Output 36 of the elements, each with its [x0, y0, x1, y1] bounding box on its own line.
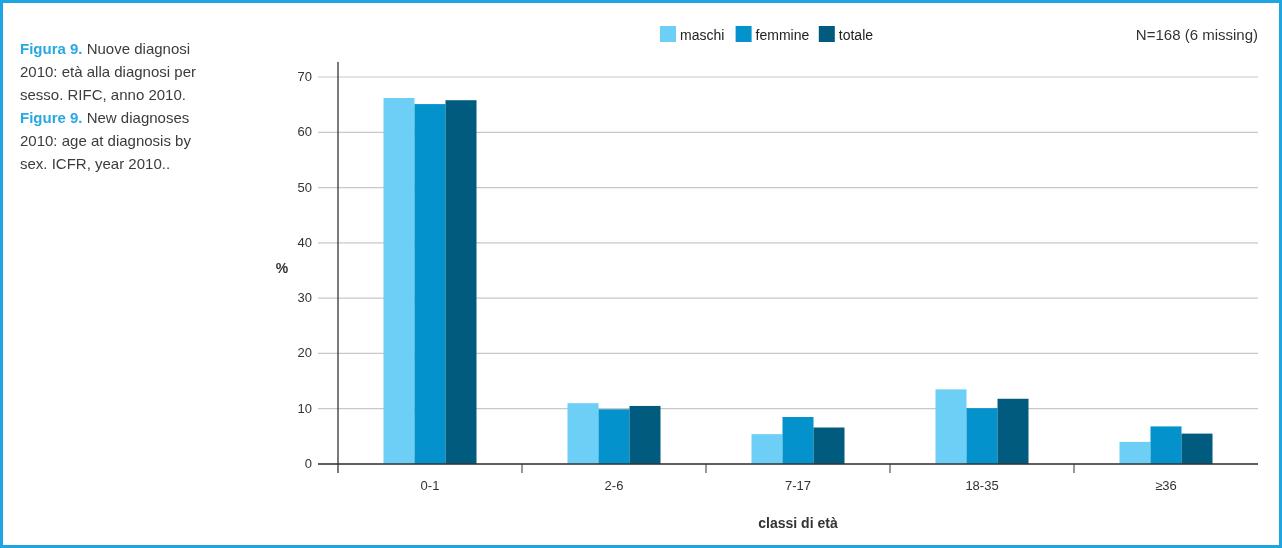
- y-tick-label: 50: [297, 179, 312, 195]
- legend-label: maschi: [680, 27, 725, 43]
- text: Figura 9. Nuove diagnosi 2010: età alla diagnosi per sesso. RIFC, anno 2010.: [20, 40, 196, 103]
- bar: [567, 403, 599, 464]
- y-axis-title: %: [275, 260, 289, 276]
- bar: [935, 389, 967, 464]
- x-tick-label: ≥36: [1155, 478, 1177, 493]
- x-axis-title: classi di età: [758, 515, 838, 531]
- y-tick-label: 60: [297, 124, 312, 140]
- bar: [598, 409, 630, 464]
- text: N=168 (6 missing): [1135, 26, 1258, 43]
- bar: [751, 434, 783, 464]
- x-tick-label: 7-17: [784, 478, 812, 493]
- y-tick-label: 40: [297, 234, 312, 250]
- bar: [1181, 433, 1213, 464]
- x-tick-label: 0-1: [420, 478, 440, 493]
- bar: [813, 427, 845, 464]
- bar: [782, 417, 814, 464]
- text: Figure 9. New diagnoses 2010: age at diagnosis by sex. ICFR, year 2010..: [20, 109, 192, 172]
- bar: [966, 408, 998, 464]
- y-tick-label: 70: [297, 69, 312, 84]
- y-tick-label: 30: [297, 290, 312, 306]
- bar: [414, 104, 446, 464]
- x-tick-label: 18-35: [965, 478, 999, 493]
- bar: [1150, 426, 1182, 464]
- bar: [1119, 441, 1151, 464]
- x-tick-label: 2-6: [604, 478, 624, 493]
- legend-label: femmine: [755, 27, 810, 43]
- y-tick-label: 10: [297, 400, 312, 416]
- y-tick-label: 20: [297, 345, 312, 361]
- bar: [629, 405, 661, 464]
- y-tick-label: 0: [304, 456, 312, 471]
- bar: [445, 100, 477, 464]
- legend-label: totale: [838, 27, 874, 43]
- bar: [997, 398, 1029, 464]
- bar: [383, 98, 415, 464]
